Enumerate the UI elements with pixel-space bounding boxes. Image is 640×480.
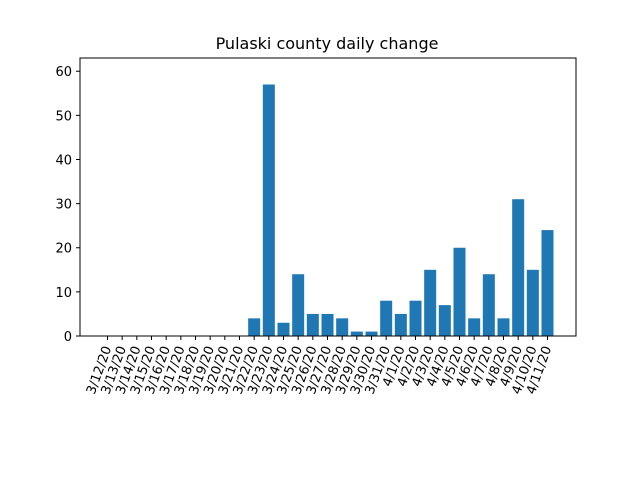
chart-title: Pulaski county daily change: [216, 34, 439, 53]
bar-3-28-20: [336, 318, 349, 336]
bars-group: [248, 84, 554, 336]
y-tick-label: 40: [55, 153, 72, 168]
bar-3-26-20: [306, 313, 319, 336]
bar-4-11-20: [541, 230, 554, 336]
bar-4-9-20: [512, 199, 525, 336]
y-tick-label: 50: [55, 109, 72, 124]
bar-4-5-20: [453, 247, 466, 336]
y-tick-label: 10: [55, 286, 72, 301]
y-tick-label: 60: [55, 65, 72, 80]
bar-3-25-20: [292, 274, 305, 336]
y-tick-label: 30: [55, 198, 72, 213]
bar-4-3-20: [424, 269, 437, 336]
bar-3-30-20: [365, 331, 378, 336]
x-axis: 3/12/203/13/203/14/203/15/203/16/203/17/…: [84, 336, 555, 396]
bar-3-23-20: [262, 84, 275, 336]
bar-3-31-20: [380, 300, 393, 336]
y-axis: 0 10 20 30 40 50 60: [55, 65, 80, 345]
bar-3-22-20: [248, 318, 261, 336]
plot-frame: [79, 57, 577, 337]
bar-3-27-20: [321, 313, 334, 336]
bar-4-2-20: [409, 300, 422, 336]
bar-4-1-20: [394, 313, 407, 336]
bar-4-4-20: [438, 305, 451, 336]
y-tick-label: 0: [64, 330, 72, 345]
bar-3-29-20: [350, 331, 363, 336]
bar-4-7-20: [482, 274, 495, 336]
bar-4-6-20: [468, 318, 481, 336]
bar-4-10-20: [526, 269, 539, 336]
bar-4-8-20: [497, 318, 510, 336]
bar-3-24-20: [277, 322, 290, 336]
y-tick-label: 20: [55, 242, 72, 257]
